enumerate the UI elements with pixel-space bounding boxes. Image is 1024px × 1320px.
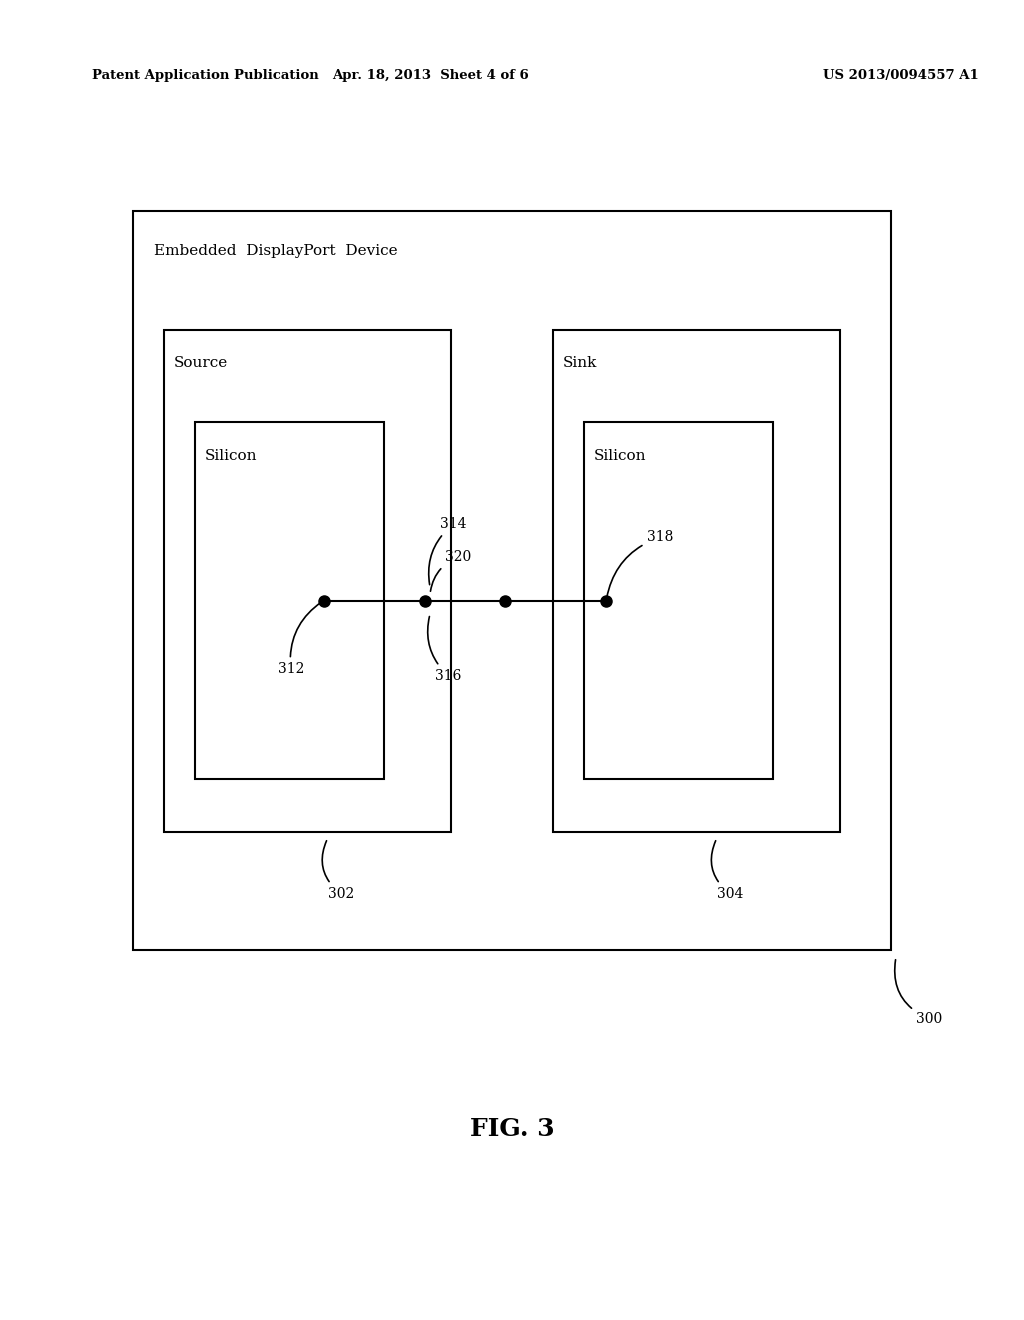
- Text: 302: 302: [323, 841, 354, 900]
- Text: 316: 316: [428, 616, 462, 682]
- Text: Silicon: Silicon: [205, 449, 257, 463]
- Text: 312: 312: [278, 602, 322, 676]
- Text: Sink: Sink: [563, 356, 598, 371]
- Text: Patent Application Publication: Patent Application Publication: [92, 69, 318, 82]
- FancyBboxPatch shape: [195, 422, 384, 779]
- FancyBboxPatch shape: [584, 422, 773, 779]
- Text: 300: 300: [895, 960, 943, 1026]
- Text: US 2013/0094557 A1: US 2013/0094557 A1: [823, 69, 979, 82]
- FancyBboxPatch shape: [553, 330, 840, 832]
- Text: Silicon: Silicon: [594, 449, 646, 463]
- Text: 320: 320: [430, 550, 472, 591]
- Text: FIG. 3: FIG. 3: [470, 1117, 554, 1140]
- Text: 314: 314: [429, 517, 467, 585]
- Text: Apr. 18, 2013  Sheet 4 of 6: Apr. 18, 2013 Sheet 4 of 6: [332, 69, 528, 82]
- FancyBboxPatch shape: [164, 330, 451, 832]
- Text: Source: Source: [174, 356, 228, 371]
- Text: 318: 318: [606, 531, 674, 598]
- Text: Embedded  DisplayPort  Device: Embedded DisplayPort Device: [154, 244, 397, 259]
- FancyBboxPatch shape: [133, 211, 891, 950]
- Text: 304: 304: [712, 841, 743, 900]
